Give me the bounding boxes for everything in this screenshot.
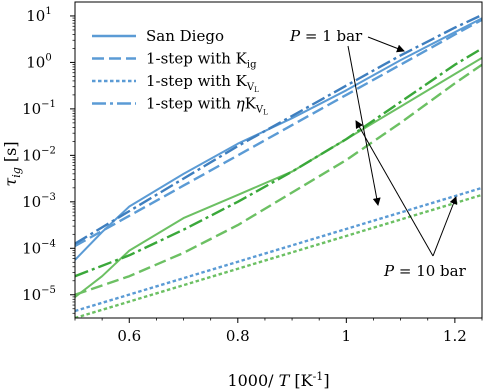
series-p-1-bar-dotted xyxy=(75,186,482,313)
x-tick-label: 1.2 xyxy=(443,327,467,345)
ticks-layer: 0.6 0.8 1 1.2 101 100 10−1 10−2 10−3 10−4 10−5 xyxy=(22,6,483,345)
x-tick-label: 0.6 xyxy=(117,327,141,345)
series-p-10-bar-solid xyxy=(75,56,482,298)
legend: San Diego 1-step with Kig 1-step with KVL… xyxy=(92,27,268,117)
series-p-10-bar-dashed xyxy=(75,63,482,296)
legend-label: 1-step with KVL xyxy=(146,72,259,94)
legend-label: 1-step with ηKVL xyxy=(146,95,268,117)
series-p-1-bar-dashdot xyxy=(75,13,482,245)
annotation-p10-label: P = 10 bar xyxy=(383,262,467,280)
annotation-p1-arrow-upper xyxy=(367,36,405,53)
legend-label: 1-step with Kig xyxy=(146,50,257,71)
y-tick-label: 101 xyxy=(26,6,51,25)
annotation-p1-arrow-lower xyxy=(347,45,381,206)
y-tick-label: 10−4 xyxy=(22,238,56,257)
y-tick-label: 10−3 xyxy=(22,192,56,211)
annotation-p10-arrow-lower xyxy=(432,196,458,257)
legend-label: San Diego xyxy=(146,27,224,45)
x-axis-title: 1000/ T [K-1] xyxy=(227,370,329,390)
x-tick-label: 0.8 xyxy=(226,327,250,345)
series-layer xyxy=(75,13,482,318)
y-tick-label: 10−1 xyxy=(22,99,56,118)
y-tick-label: 100 xyxy=(26,52,51,71)
annotations: P = 1 bar P = 10 bar xyxy=(289,27,467,280)
y-axis-title: τig [s] xyxy=(1,141,23,186)
series-p-10-bar-dotted xyxy=(75,193,482,318)
x-tick-label: 1 xyxy=(342,327,352,345)
annotation-p10-arrow-upper xyxy=(355,120,434,257)
axis-titles: 1000/ T [K-1] τig [s] xyxy=(1,141,330,390)
annotation-p1-label: P = 1 bar xyxy=(289,27,363,45)
y-tick-label: 10−5 xyxy=(22,285,56,304)
y-tick-label: 10−2 xyxy=(22,145,56,164)
series-p-1-bar-dashed xyxy=(75,18,482,248)
series-p-10-bar-dashdot xyxy=(75,47,482,278)
